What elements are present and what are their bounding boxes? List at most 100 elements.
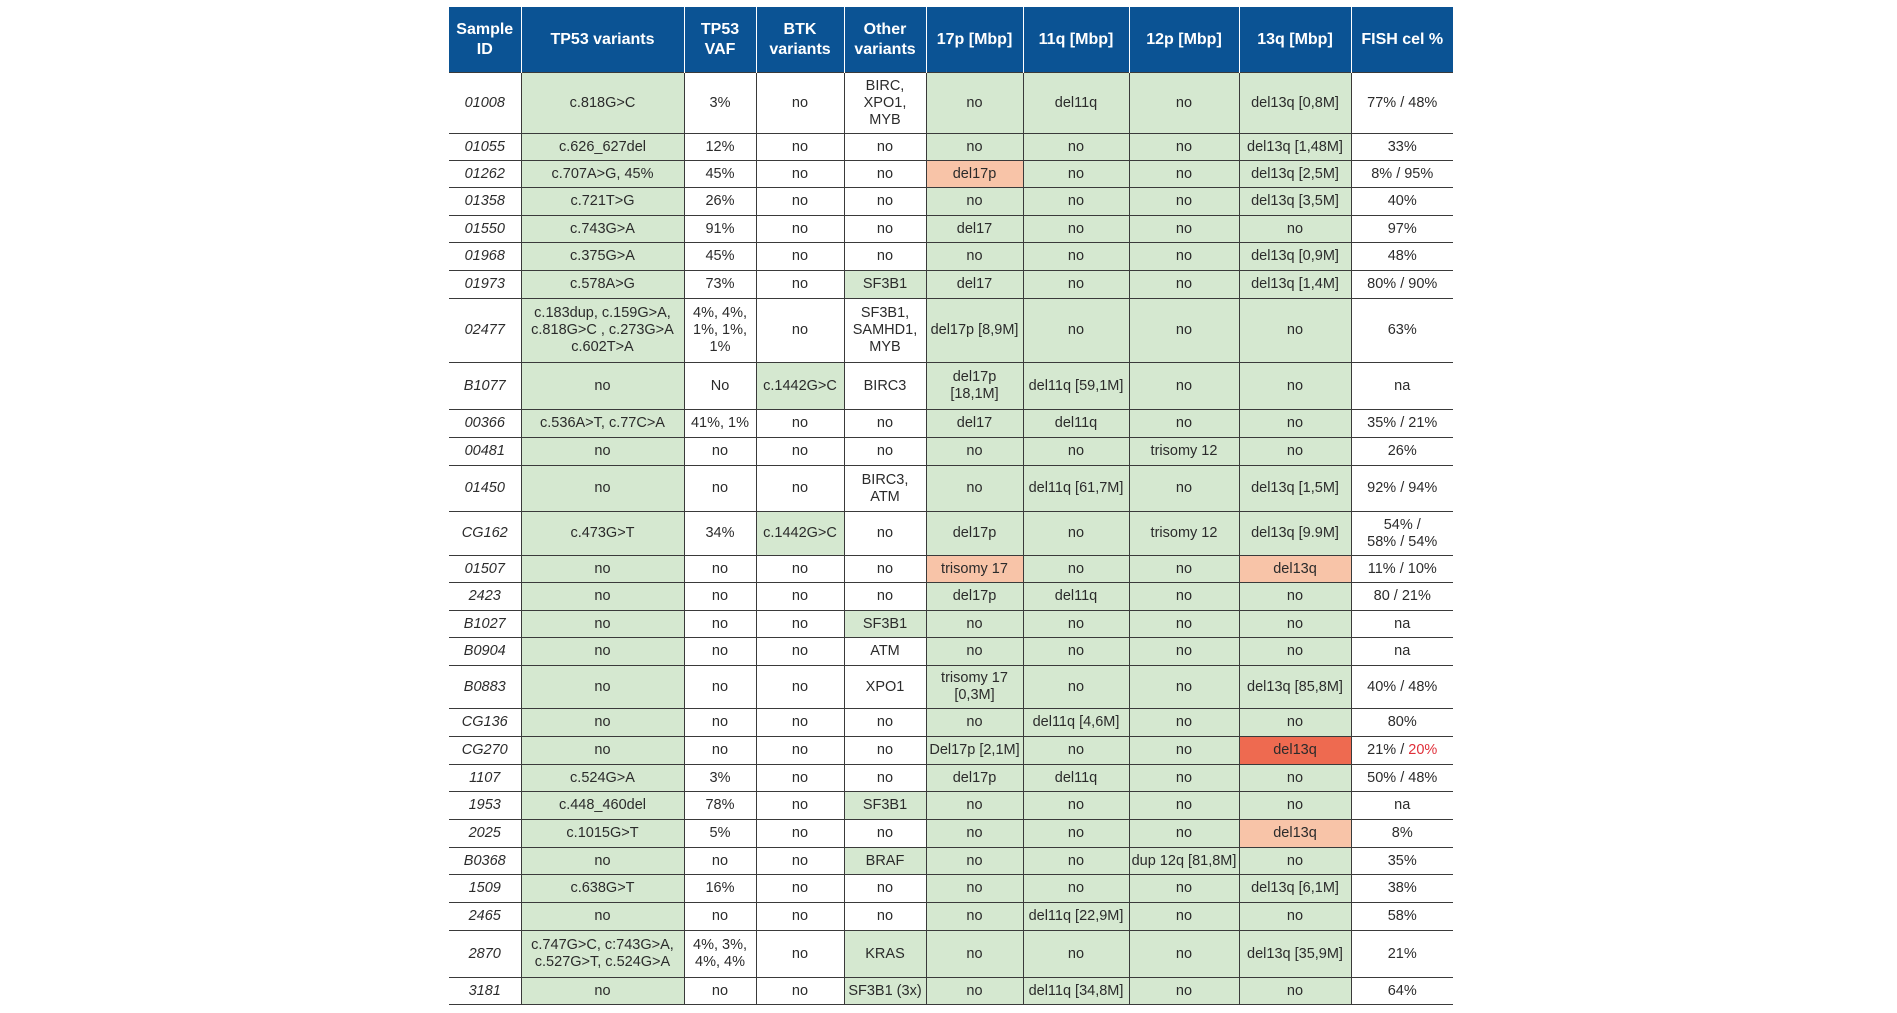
cell-11q: no bbox=[1022, 298, 1130, 363]
cell-sample-id: 01055 bbox=[449, 133, 522, 161]
header-17p: 17p [Mbp] bbox=[925, 7, 1024, 73]
header-tp53-vaf: TP53 VAF bbox=[683, 7, 757, 73]
cell-tp53-variants: c.743G>A bbox=[520, 215, 685, 243]
cell-sample-id: B1027 bbox=[449, 610, 522, 638]
cell-12p: no bbox=[1128, 819, 1240, 848]
table-row: 2870 c.747G>C, c:743G>A, c.527G>T, c.524G… bbox=[449, 930, 1453, 978]
cell-11q: no bbox=[1022, 610, 1130, 638]
cell-btk-variants: c.1442G>C bbox=[755, 362, 845, 410]
cell-fish: 33% bbox=[1350, 133, 1453, 161]
cell-tp53-vaf: no bbox=[683, 847, 757, 875]
table-row: 01550 c.743G>A 91% no no del17 no no no 97% bbox=[449, 215, 1453, 243]
cell-13q: no bbox=[1238, 977, 1352, 1005]
table-row: CG270 no no no no Del17p [2,1M] no no del13q 21% … bbox=[449, 736, 1453, 765]
header-tp53-variants: TP53 variants bbox=[520, 7, 685, 73]
cell-fish: 97% bbox=[1350, 215, 1453, 243]
cell-17p: no bbox=[925, 637, 1024, 666]
cell-12p: no bbox=[1128, 708, 1240, 737]
cell-tp53-vaf: 78% bbox=[683, 791, 757, 820]
cell-other-variants: no bbox=[843, 215, 927, 243]
cell-fish: 77% / 48% bbox=[1350, 72, 1453, 134]
header-sample-id: Sample ID bbox=[449, 7, 522, 73]
cell-12p: trisomy 12 bbox=[1128, 437, 1240, 466]
cell-12p: no bbox=[1128, 930, 1240, 978]
cell-12p: no bbox=[1128, 242, 1240, 271]
table-row: 2025 c.1015G>T 5% no no no no no del13q 8% bbox=[449, 819, 1453, 848]
cell-tp53-vaf: no bbox=[683, 465, 757, 512]
cell-btk-variants: no bbox=[755, 764, 845, 792]
cell-12p: no bbox=[1128, 133, 1240, 161]
cell-13q: no bbox=[1238, 764, 1352, 792]
cell-13q: del13q [3,5M] bbox=[1238, 187, 1352, 216]
cell-17p: del17p bbox=[925, 582, 1024, 611]
cell-btk-variants: no bbox=[755, 847, 845, 875]
cell-tp53-vaf: 45% bbox=[683, 242, 757, 271]
cell-other-variants: SF3B1 (3x) bbox=[843, 977, 927, 1005]
cell-12p: no bbox=[1128, 902, 1240, 931]
cell-other-variants: no bbox=[843, 708, 927, 737]
cell-other-variants: no bbox=[843, 437, 927, 466]
cell-btk-variants: no bbox=[755, 665, 845, 709]
cell-btk-variants: no bbox=[755, 736, 845, 765]
cell-13q: no bbox=[1238, 582, 1352, 611]
cell-12p: no bbox=[1128, 637, 1240, 666]
cell-sample-id: B1077 bbox=[449, 362, 522, 410]
cell-tp53-vaf: no bbox=[683, 437, 757, 466]
cell-tp53-variants: no bbox=[520, 665, 685, 709]
cell-tp53-vaf: 3% bbox=[683, 764, 757, 792]
cell-17p: no bbox=[925, 72, 1024, 134]
cell-17p: no bbox=[925, 610, 1024, 638]
cell-12p: no bbox=[1128, 610, 1240, 638]
cell-13q: del13q [1,4M] bbox=[1238, 270, 1352, 299]
cell-tp53-vaf: 12% bbox=[683, 133, 757, 161]
cell-17p: del17 bbox=[925, 270, 1024, 299]
cell-12p: no bbox=[1128, 764, 1240, 792]
table-row: 2465 no no no no no del11q [22,9M] no no 58% bbox=[449, 902, 1453, 931]
cell-13q: no bbox=[1238, 610, 1352, 638]
cell-fish: 8% bbox=[1350, 819, 1453, 848]
cell-tp53-vaf: 26% bbox=[683, 187, 757, 216]
cell-17p: no bbox=[925, 708, 1024, 737]
cell-other-variants: no bbox=[843, 874, 927, 903]
cell-17p: no bbox=[925, 465, 1024, 512]
table-row: 02477 c.183dup, c.159G>A, c.818G>C , c.27… bbox=[449, 298, 1453, 363]
cell-12p: no bbox=[1128, 874, 1240, 903]
cell-17p: trisomy 17 [0,3M] bbox=[925, 665, 1024, 709]
cell-sample-id: 01358 bbox=[449, 187, 522, 216]
cell-sample-id: 00481 bbox=[449, 437, 522, 466]
cell-12p: no bbox=[1128, 977, 1240, 1005]
cell-17p: no bbox=[925, 874, 1024, 903]
header-11q: 11q [Mbp] bbox=[1022, 7, 1130, 73]
cell-sample-id: 01550 bbox=[449, 215, 522, 243]
cell-other-variants: no bbox=[843, 133, 927, 161]
cell-btk-variants: no bbox=[755, 819, 845, 848]
cell-sample-id: CG136 bbox=[449, 708, 522, 737]
cell-13q: del13q [35,9M] bbox=[1238, 930, 1352, 978]
cell-11q: no bbox=[1022, 637, 1130, 666]
cell-tp53-vaf: no bbox=[683, 977, 757, 1005]
table-row: 01450 no no no BIRC3, ATM no del11q [61,7M] no d… bbox=[449, 465, 1453, 512]
cell-17p: no bbox=[925, 187, 1024, 216]
cell-btk-variants: no bbox=[755, 298, 845, 363]
cell-fish: 50% / 48% bbox=[1350, 764, 1453, 792]
cell-fish: na bbox=[1350, 610, 1453, 638]
cell-12p: no bbox=[1128, 215, 1240, 243]
cell-13q: del13q [1,5M] bbox=[1238, 465, 1352, 512]
cell-17p: no bbox=[925, 791, 1024, 820]
cell-13q: del13q [2,5M] bbox=[1238, 160, 1352, 188]
cell-btk-variants: no bbox=[755, 555, 845, 583]
table-row: B0368 no no no BRAF no no dup 12q [81,8M] no 35% bbox=[449, 847, 1453, 875]
cell-11q: del11q bbox=[1022, 72, 1130, 134]
cell-btk-variants: no bbox=[755, 874, 845, 903]
cell-tp53-variants: c.473G>T bbox=[520, 511, 685, 556]
cell-sample-id: 1509 bbox=[449, 874, 522, 903]
cell-fish: 21% / 20% bbox=[1350, 736, 1453, 765]
table-row: 00366 c.536A>T, c.77C>A 41%, 1% no no del17 de… bbox=[449, 409, 1453, 438]
cell-17p: no bbox=[925, 930, 1024, 978]
table-row: 01973 c.578A>G 73% no SF3B1 del17 no no del13q [… bbox=[449, 270, 1453, 299]
cell-11q: no bbox=[1022, 847, 1130, 875]
cell-12p: no bbox=[1128, 187, 1240, 216]
cell-other-variants: ATM bbox=[843, 637, 927, 666]
cell-12p: no bbox=[1128, 736, 1240, 765]
cell-fish: 38% bbox=[1350, 874, 1453, 903]
